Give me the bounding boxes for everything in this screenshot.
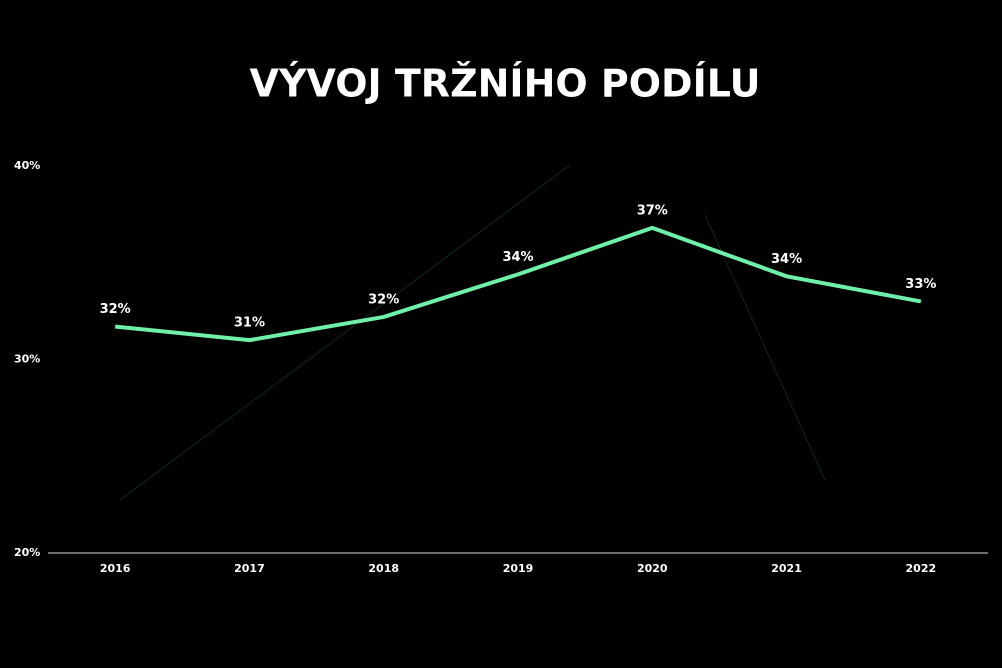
data-label: 34% (771, 252, 802, 267)
chart-title: VÝVOJ TRŽNÍHO PODÍLU (250, 62, 761, 106)
x-tick-label: 2019 (503, 562, 534, 575)
y-tick-label: 30% (14, 353, 40, 366)
data-label: 34% (502, 250, 533, 265)
y-tick-label: 40% (14, 159, 40, 172)
y-tick-label: 20% (14, 546, 40, 559)
decoration (119, 164, 571, 501)
data-label: 37% (637, 203, 668, 218)
data-label: 32% (368, 292, 399, 307)
data-label: 33% (905, 277, 936, 292)
x-tick-label: 2021 (771, 562, 802, 575)
x-tick-label: 2022 (906, 562, 937, 575)
x-tick-label: 2018 (368, 562, 399, 575)
data-label: 32% (100, 302, 131, 317)
decoration (704, 214, 826, 481)
data-label: 31% (234, 316, 265, 331)
line (114, 225, 922, 343)
x-tick-label: 2020 (637, 562, 668, 575)
x-tick-label: 2017 (234, 562, 265, 575)
x-tick-label: 2016 (100, 562, 131, 575)
